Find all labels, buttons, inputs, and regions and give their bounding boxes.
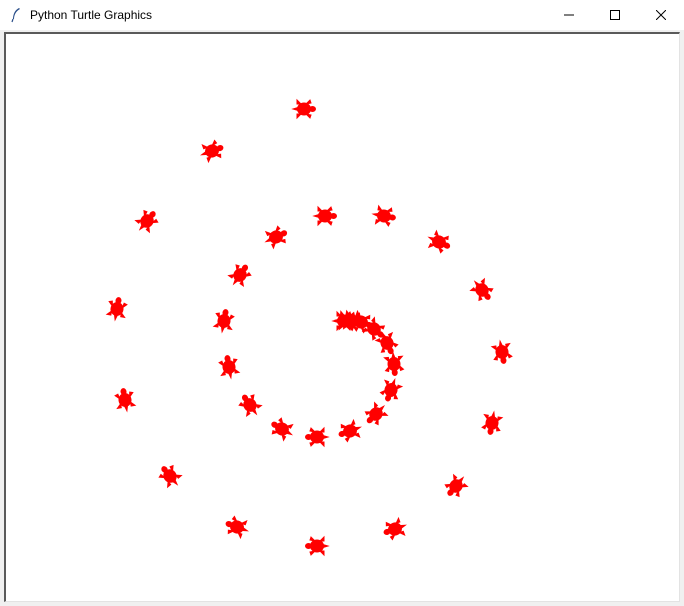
turtle-stamp bbox=[217, 353, 241, 380]
turtle-stamp bbox=[378, 376, 404, 405]
turtle-stamp bbox=[267, 414, 297, 443]
window-title: Python Turtle Graphics bbox=[30, 8, 153, 22]
turtle-stamp bbox=[292, 99, 316, 119]
turtle-stamp bbox=[371, 204, 398, 228]
turtle-stamps bbox=[105, 99, 514, 556]
turtle-canvas-frame bbox=[4, 32, 680, 602]
minimize-button[interactable] bbox=[546, 0, 592, 30]
turtle-stamp bbox=[305, 427, 329, 447]
turtle-stamp bbox=[212, 307, 236, 334]
turtle-stamp bbox=[105, 295, 129, 322]
turtle-canvas[interactable] bbox=[6, 34, 680, 602]
turtle-stamp bbox=[261, 223, 291, 251]
turtle-stamp bbox=[305, 536, 329, 556]
turtle-stamp bbox=[383, 351, 405, 377]
turtle-stamp bbox=[380, 516, 409, 542]
turtle-stamp bbox=[313, 206, 337, 226]
close-icon bbox=[656, 10, 666, 20]
maximize-button[interactable] bbox=[592, 0, 638, 30]
turtle-stamp bbox=[335, 418, 364, 444]
turtle-stamp bbox=[225, 259, 255, 290]
close-button[interactable] bbox=[638, 0, 684, 30]
minimize-icon bbox=[564, 14, 574, 16]
maximize-icon bbox=[610, 10, 620, 20]
turtle-stamp bbox=[198, 138, 227, 164]
feather-icon bbox=[8, 7, 24, 23]
turtle-stamp bbox=[467, 275, 497, 306]
turtle-stamp bbox=[155, 460, 185, 491]
turtle-stamp bbox=[132, 205, 162, 236]
turtle-stamp bbox=[424, 228, 454, 256]
turtle-stamp bbox=[490, 339, 514, 366]
window-controls bbox=[546, 0, 684, 30]
turtle-stamp bbox=[235, 389, 265, 420]
turtle-stamp bbox=[222, 514, 251, 540]
turtle-stamp bbox=[113, 386, 137, 413]
title-bar[interactable]: Python Turtle Graphics bbox=[0, 0, 684, 30]
turtle-stamp bbox=[361, 399, 391, 429]
turtle-stamp bbox=[441, 471, 471, 502]
turtle-stamp bbox=[480, 410, 504, 437]
